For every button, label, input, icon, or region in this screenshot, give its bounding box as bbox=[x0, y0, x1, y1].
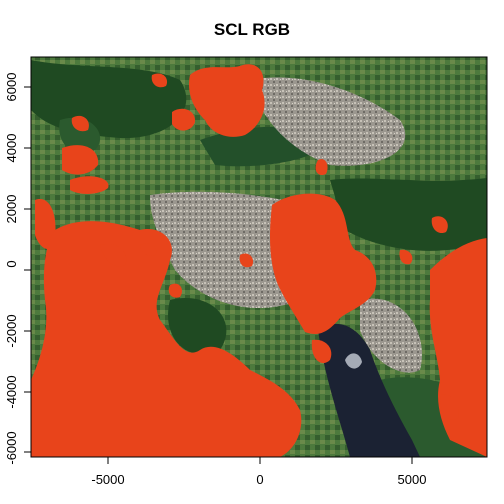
y-tick-label: -6000 bbox=[4, 431, 19, 464]
x-axis: -5000 0 5000 bbox=[91, 456, 427, 487]
x-tick-label: 0 bbox=[256, 472, 263, 487]
x-tick-label: -5000 bbox=[91, 472, 124, 487]
y-tick-label: 4000 bbox=[4, 134, 19, 163]
y-tick-label: 2000 bbox=[4, 195, 19, 224]
y-tick-label: 0 bbox=[4, 260, 19, 267]
y-tick-label: 6000 bbox=[4, 73, 19, 102]
map-title: SCL RGB bbox=[213, 20, 291, 39]
y-axis: 6000 4000 2000 0 -2000 -4000 -6000 bbox=[4, 73, 32, 465]
cloud-mask-overlay bbox=[31, 64, 487, 457]
y-tick-label: -4000 bbox=[4, 375, 19, 408]
y-tick-label: -2000 bbox=[4, 314, 19, 347]
x-tick-label: 5000 bbox=[398, 472, 427, 487]
